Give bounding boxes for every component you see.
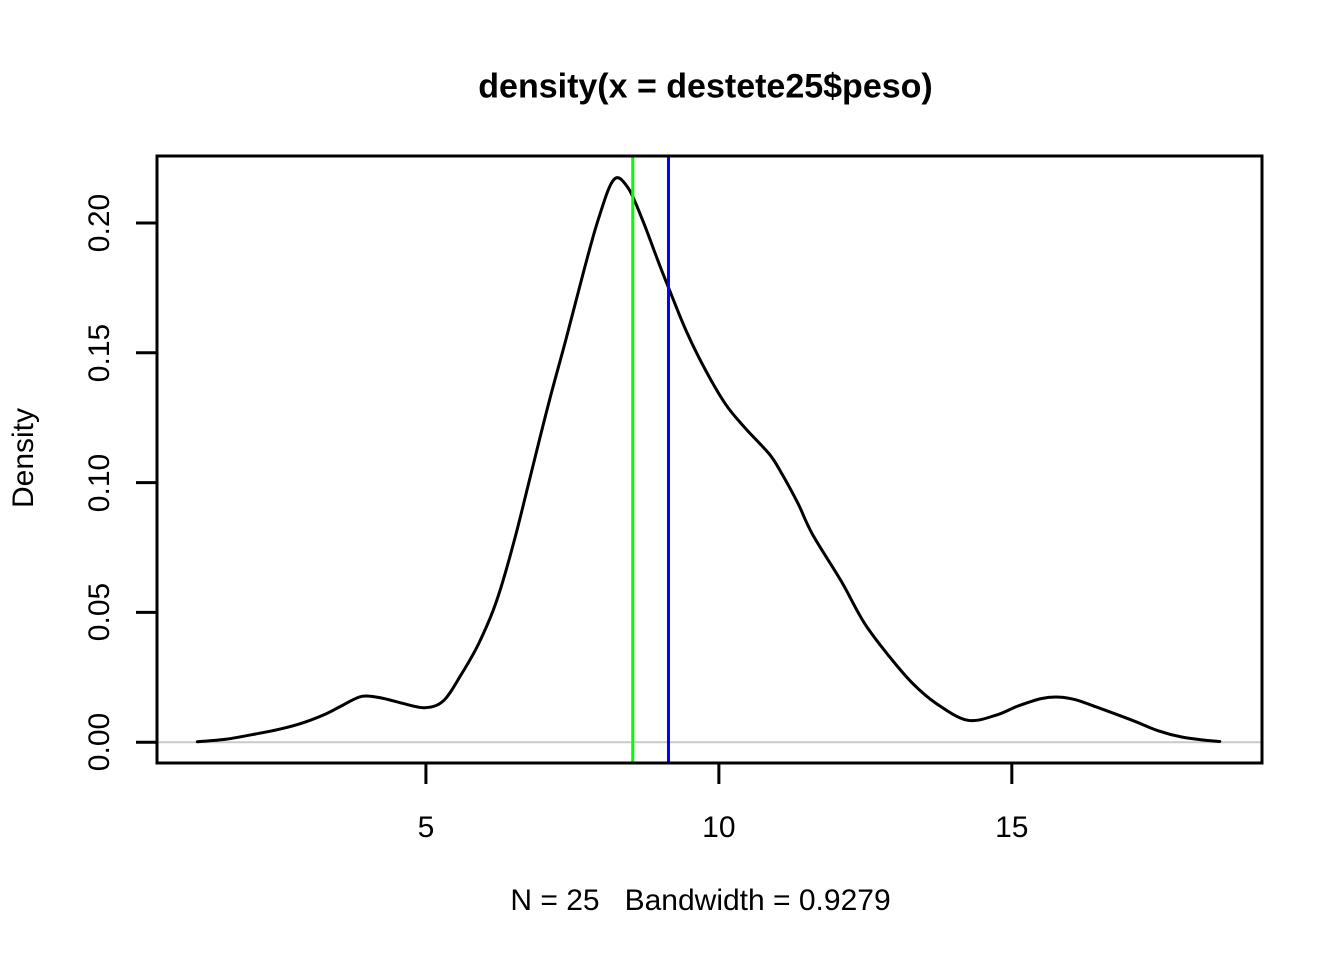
y-tick-label: 0.15 <box>83 323 116 382</box>
x-axis-label: N = 25 Bandwidth = 0.9279 <box>510 884 891 917</box>
plot-box <box>155 154 1264 765</box>
y-axis-label: Density <box>7 407 40 508</box>
chart-title: density(x = destete25$peso) <box>478 67 933 106</box>
x-tick-label: 5 <box>417 811 435 844</box>
y-tick-label: 0.05 <box>83 583 116 642</box>
y-tick-label: 0.00 <box>83 713 116 772</box>
x-tick-label: 10 <box>702 811 736 844</box>
y-tick-label: 0.10 <box>83 453 116 512</box>
x-tick-label: 15 <box>995 811 1029 844</box>
y-tick-label: 0.20 <box>83 193 116 253</box>
density-curve <box>195 176 1222 744</box>
